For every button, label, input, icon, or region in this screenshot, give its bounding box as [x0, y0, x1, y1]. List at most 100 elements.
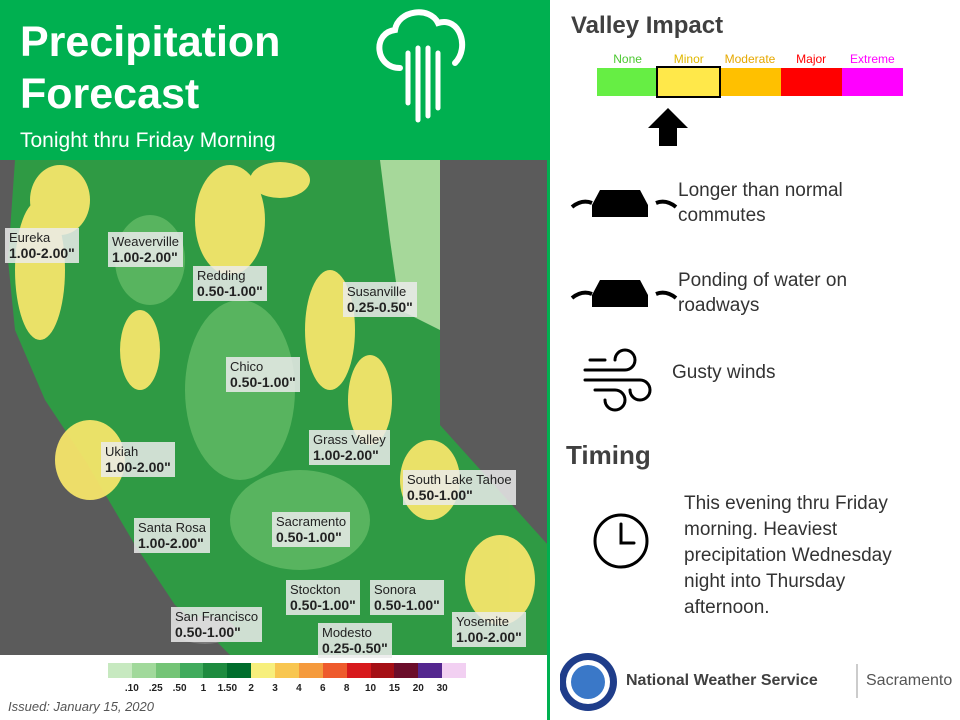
org: National Weather Service — [626, 672, 818, 689]
impact-label: None — [613, 52, 642, 66]
map-label: Susanville 0.25-0.50" — [343, 282, 417, 317]
legend-swatch — [203, 663, 228, 678]
label-amount: 0.50-1.00" — [276, 529, 342, 545]
label-name: Eureka — [9, 230, 51, 245]
label-amount: 1.00-2.00" — [105, 459, 171, 475]
legend-swatch — [179, 663, 204, 678]
legend-swatch — [131, 663, 156, 678]
legend-label: 10 — [364, 683, 377, 694]
map-label: Eureka 1.00-2.00" — [5, 228, 79, 263]
label-name: Stockton — [290, 582, 341, 597]
legend-label: 30 — [436, 683, 448, 694]
legend-label: 15 — [388, 683, 400, 694]
impact-label: Moderate — [724, 52, 776, 66]
icons — [560, 108, 858, 711]
impact-item: Longer than normal commutes — [678, 180, 843, 226]
label-amount: 1.00-2.00" — [313, 447, 379, 463]
header: Precipitation Forecast Tonight thru Frid… — [0, 0, 548, 160]
legend-swatch — [418, 663, 443, 678]
impact-title: Valley Impact — [571, 12, 724, 39]
legend-label: 4 — [296, 683, 302, 694]
map-label: Modesto 0.25-0.50" — [318, 623, 392, 658]
map-label: San Francisco 0.50-1.00" — [171, 607, 263, 642]
label-amount: 0.50-1.00" — [230, 374, 296, 390]
legend-swatch — [275, 663, 299, 678]
label-name: Sonora — [374, 582, 416, 597]
label-name: Santa Rosa — [138, 520, 206, 535]
label-amount: 1.00-2.00" — [138, 535, 204, 551]
legend-swatch — [155, 663, 180, 678]
map-label: Stockton 0.50-1.00" — [286, 580, 360, 615]
label-amount: 0.50-1.00" — [374, 597, 440, 613]
label-name: Ukiah — [105, 444, 139, 459]
map-label: Grass Valley 1.00-2.00" — [309, 430, 390, 465]
legend-label: .50 — [172, 683, 187, 694]
legend-swatch — [322, 663, 347, 678]
timing-text: This evening thru Friday morning. Heavie… — [684, 493, 892, 618]
legend-swatch — [227, 663, 252, 678]
impact-label: Minor — [673, 52, 704, 66]
impact-item: Ponding of water on roadways — [678, 270, 848, 316]
office: Sacramento — [866, 672, 953, 689]
label-name: Susanville — [347, 284, 407, 299]
label-amount: 0.50-1.00" — [197, 283, 263, 299]
legend-label: .10 — [124, 683, 139, 694]
legend-label: 6 — [320, 683, 326, 694]
impact-segment — [841, 68, 903, 96]
label-amount: 1.00-2.00" — [456, 629, 522, 645]
legend-swatch — [394, 663, 419, 678]
map — [0, 160, 548, 720]
divider — [547, 0, 550, 720]
impact-segment — [658, 68, 720, 96]
impact-label: Extreme — [850, 52, 895, 66]
label-amount: 0.50-1.00" — [290, 597, 356, 613]
legend-swatch — [370, 663, 395, 678]
legend-label: .25 — [148, 683, 163, 694]
label-name: Weaverville — [112, 234, 179, 249]
impact-segment — [597, 68, 659, 96]
label-name: Grass Valley — [313, 432, 386, 447]
map-label: Weaverville 1.00-2.00" — [108, 232, 183, 267]
issued: Issued: January 15, 2020 — [8, 699, 154, 714]
legend-label: 2 — [248, 683, 254, 694]
impact-item: Gusty winds — [672, 362, 776, 383]
legend-swatch — [442, 663, 466, 678]
legend-label: 3 — [272, 683, 278, 694]
label-amount: 0.25-0.50" — [322, 640, 388, 656]
impact-segment — [780, 68, 842, 96]
label-name: South Lake Tahoe — [407, 472, 512, 487]
label-name: San Francisco — [175, 609, 259, 624]
label-amount: 0.25-0.50" — [347, 299, 413, 315]
label-name: Chico — [230, 359, 264, 374]
legend-swatch — [298, 663, 323, 678]
map-label: Redding 0.50-1.00" — [193, 266, 267, 301]
label-amount: 1.00-2.00" — [112, 249, 178, 265]
label-name: Yosemite — [456, 614, 509, 629]
legend-swatch — [346, 663, 371, 678]
legend-swatch — [251, 663, 276, 678]
impact-segment — [719, 68, 781, 96]
legend-label: 1.50 — [217, 683, 238, 694]
impact-selected — [656, 66, 722, 98]
map-label: Ukiah 1.00-2.00" — [101, 442, 175, 477]
legend-swatch — [108, 663, 132, 678]
map-label: Sonora 0.50-1.00" — [370, 580, 444, 615]
label-name: Modesto — [322, 625, 372, 640]
legend-label: 1 — [200, 683, 207, 694]
map-label: Sacramento 0.50-1.00" — [272, 512, 351, 547]
label-amount: 0.50-1.00" — [407, 487, 473, 503]
legend-label: 8 — [343, 683, 350, 694]
impact-label: Major — [796, 52, 827, 66]
legend-label: 20 — [412, 683, 424, 694]
subtitle: Tonight thru Friday Morning — [20, 129, 276, 152]
map-label: Chico 0.50-1.00" — [226, 357, 300, 392]
title: Precipitation Forecast — [20, 18, 281, 118]
map-label: Yosemite 1.00-2.00" — [452, 612, 526, 647]
map-label: South Lake Tahoe 0.50-1.00" — [403, 470, 516, 505]
rain-icon — [376, 9, 466, 123]
label-name: Redding — [197, 268, 246, 283]
label-amount: 0.50-1.00" — [175, 624, 241, 640]
label-amount: 1.00-2.00" — [9, 245, 75, 261]
timing-title: Timing — [566, 440, 651, 470]
